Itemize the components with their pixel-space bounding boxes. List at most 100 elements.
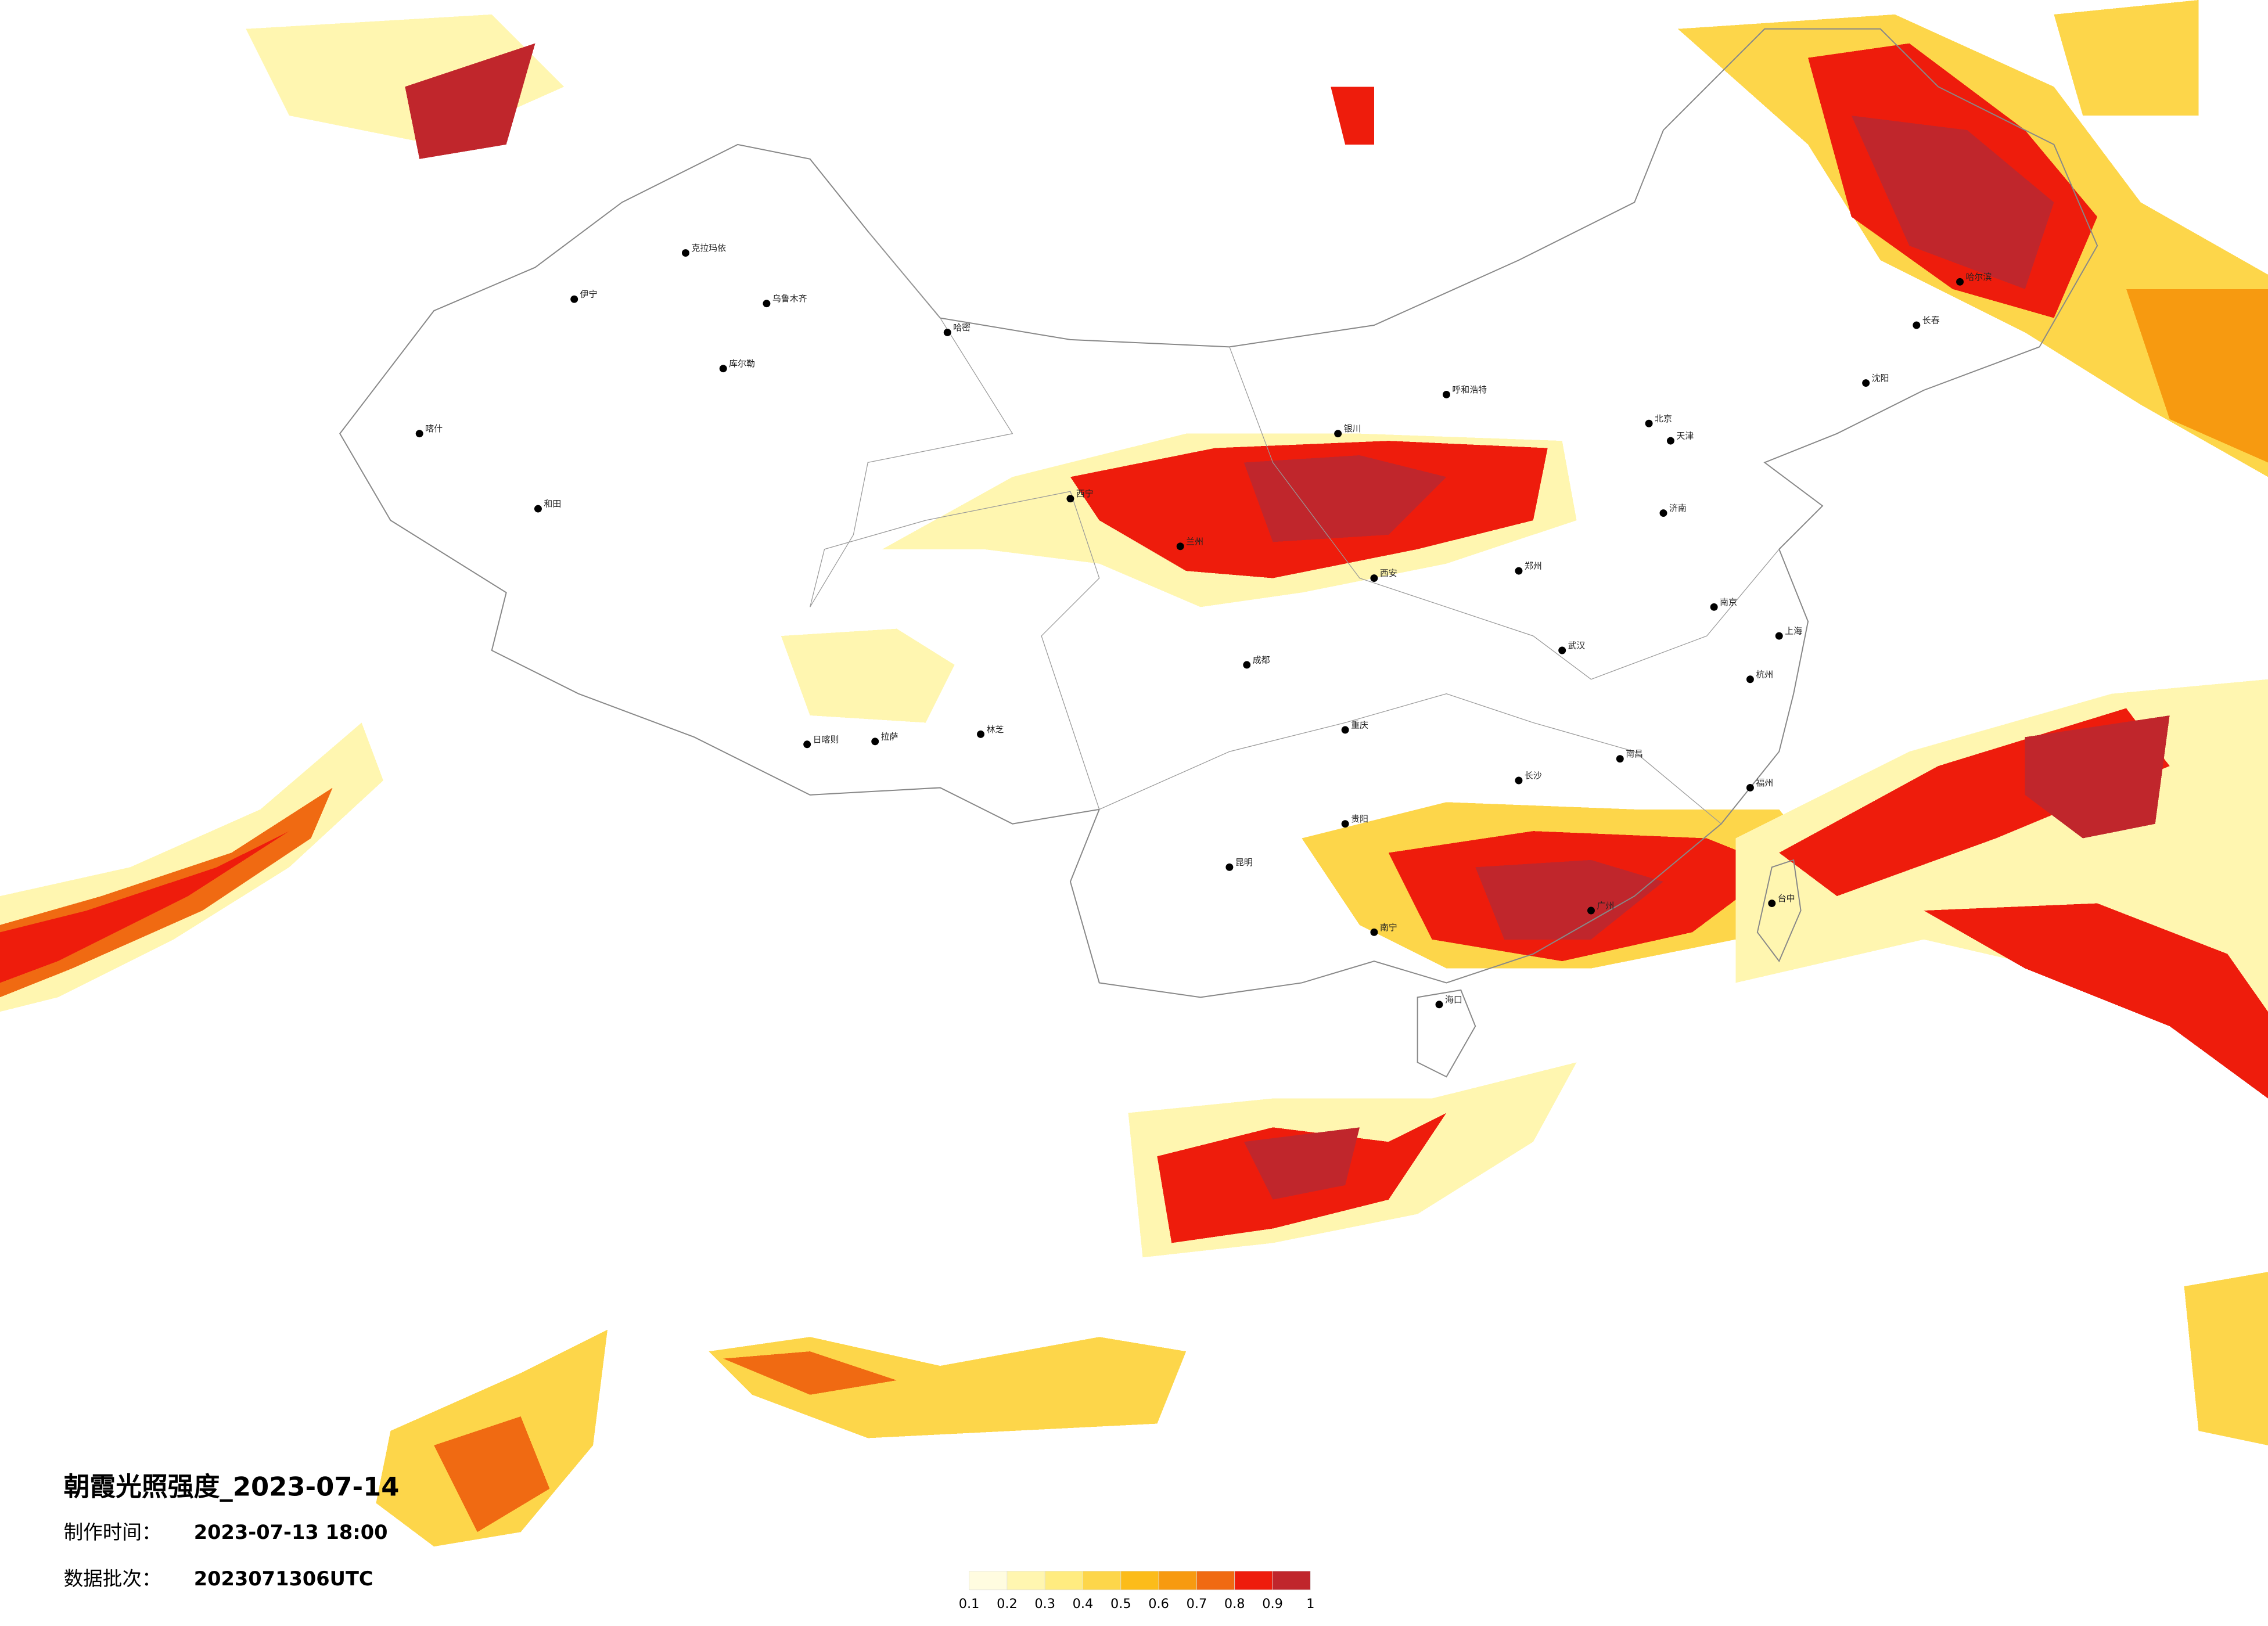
city-dot (763, 300, 771, 308)
heat-area (2054, 0, 2199, 116)
city-label: 日喀则 (813, 734, 839, 744)
heat-area (1475, 859, 1663, 940)
legend-tick-label: 0.4 (1073, 1596, 1094, 1611)
city-dot (1442, 390, 1450, 398)
city-label: 克拉玛依 (691, 243, 726, 253)
city-dot (1243, 661, 1251, 669)
city-label: 库尔勒 (729, 358, 755, 369)
city-label: 西安 (1380, 568, 1397, 578)
legend-swatch (1044, 1571, 1083, 1591)
city-dot (1225, 863, 1234, 871)
province-border (1099, 693, 1722, 825)
city-label: 天津 (1676, 431, 1694, 441)
city-dot (1341, 726, 1349, 734)
city-label: 和田 (544, 499, 561, 509)
legend-swatch (1083, 1571, 1122, 1591)
city-label: 兰州 (1186, 536, 1203, 546)
heat-area (405, 43, 535, 159)
heat-area (1851, 116, 2054, 289)
city-label: 长春 (1922, 315, 1940, 326)
city-dot (977, 730, 984, 738)
legend-tick-label: 0.3 (1034, 1596, 1055, 1611)
city-label: 银川 (1344, 423, 1361, 434)
legend-tick-label: 0.2 (997, 1596, 1018, 1611)
city-dot (1515, 776, 1523, 785)
city-label: 成都 (1253, 654, 1270, 665)
city-dot (415, 430, 423, 438)
heat-layer (0, 0, 2268, 1547)
legend-swatch (1007, 1571, 1045, 1591)
city-dot (1746, 675, 1754, 684)
city-label: 呼和浩特 (1452, 384, 1487, 395)
legend: 0.1 0.2 0.3 0.4 0.5 0.6 0.7 0.8 0.9 1 (959, 1571, 1314, 1611)
legend-swatch (1272, 1571, 1311, 1591)
city-label: 沈阳 (1872, 373, 1889, 383)
legend-tick-label: 1 (1306, 1596, 1314, 1611)
heat-area (781, 628, 955, 723)
city-dot (1176, 542, 1184, 551)
city-dot (1370, 574, 1378, 582)
city-dot (1775, 632, 1783, 640)
city-label: 贵阳 (1351, 814, 1368, 824)
city-dot (871, 738, 879, 746)
city-dot (943, 328, 951, 336)
city-dot (1616, 755, 1624, 763)
city-label: 重庆 (1351, 720, 1368, 730)
city-dot (1956, 278, 1964, 286)
city-dot (534, 505, 542, 513)
heat-area (1243, 1127, 1360, 1200)
city-label: 济南 (1669, 503, 1687, 513)
city-label: 武汉 (1568, 641, 1586, 651)
legend-swatch (1196, 1571, 1235, 1591)
city-label: 上海 (1785, 626, 1802, 636)
city-label: 北京 (1655, 413, 1672, 424)
city-label: 台中 (1778, 893, 1795, 904)
city-dot (1341, 820, 1349, 828)
map-title: 朝霞光照强度_2023-07-14 (64, 1472, 400, 1502)
city-dot (1913, 321, 1921, 329)
heat-area (1243, 455, 1447, 542)
city-label: 南宁 (1380, 922, 1397, 933)
city-label: 西宁 (1076, 488, 1094, 499)
city-label: 郑州 (1525, 561, 1542, 571)
info-label: 数据批次： (64, 1567, 161, 1590)
legend-tick-label: 0.9 (1262, 1596, 1283, 1611)
city-dot (570, 295, 578, 303)
island-border (1417, 989, 1476, 1078)
heat-area (1924, 903, 2268, 1099)
city-label: 乌鲁木齐 (772, 293, 807, 304)
city-label: 广州 (1597, 901, 1614, 911)
city-label: 杭州 (1756, 669, 1773, 679)
info-value: 2023071306UTC (194, 1567, 373, 1590)
city-dot (1710, 603, 1718, 611)
city-label: 长沙 (1525, 771, 1542, 781)
legend-tick-label: 0.7 (1187, 1596, 1207, 1611)
heat-area (2025, 715, 2170, 839)
legend-swatch (1234, 1571, 1273, 1591)
country-border (339, 28, 2098, 998)
city-dot (1659, 509, 1667, 517)
city-dot (1587, 906, 1595, 915)
city-dot (1862, 379, 1870, 387)
city-label: 海口 (1445, 994, 1462, 1005)
city-dot (1558, 646, 1566, 654)
legend-swatch (969, 1571, 1008, 1591)
city-label: 林芝 (986, 724, 1004, 735)
city-label: 南京 (1720, 597, 1737, 607)
heat-area (2126, 289, 2268, 463)
city-label: 拉萨 (881, 731, 898, 742)
city-dot (719, 365, 727, 373)
city-label: 南昌 (1626, 749, 1643, 759)
city-dot (1645, 419, 1653, 427)
city-dot (1334, 430, 1342, 438)
legend-swatch (1158, 1571, 1197, 1591)
city-dot (1370, 928, 1378, 936)
province-border (1229, 347, 1780, 680)
heat-area (434, 1416, 550, 1533)
heat-area (2184, 1272, 2268, 1445)
city-label: 喀什 (425, 423, 443, 434)
legend-tick-label: 0.5 (1110, 1596, 1131, 1611)
city-label: 哈密 (953, 322, 971, 333)
legend-swatch (1120, 1571, 1159, 1591)
